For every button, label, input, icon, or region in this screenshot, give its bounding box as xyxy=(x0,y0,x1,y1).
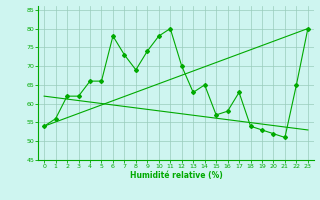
X-axis label: Humidité relative (%): Humidité relative (%) xyxy=(130,171,222,180)
